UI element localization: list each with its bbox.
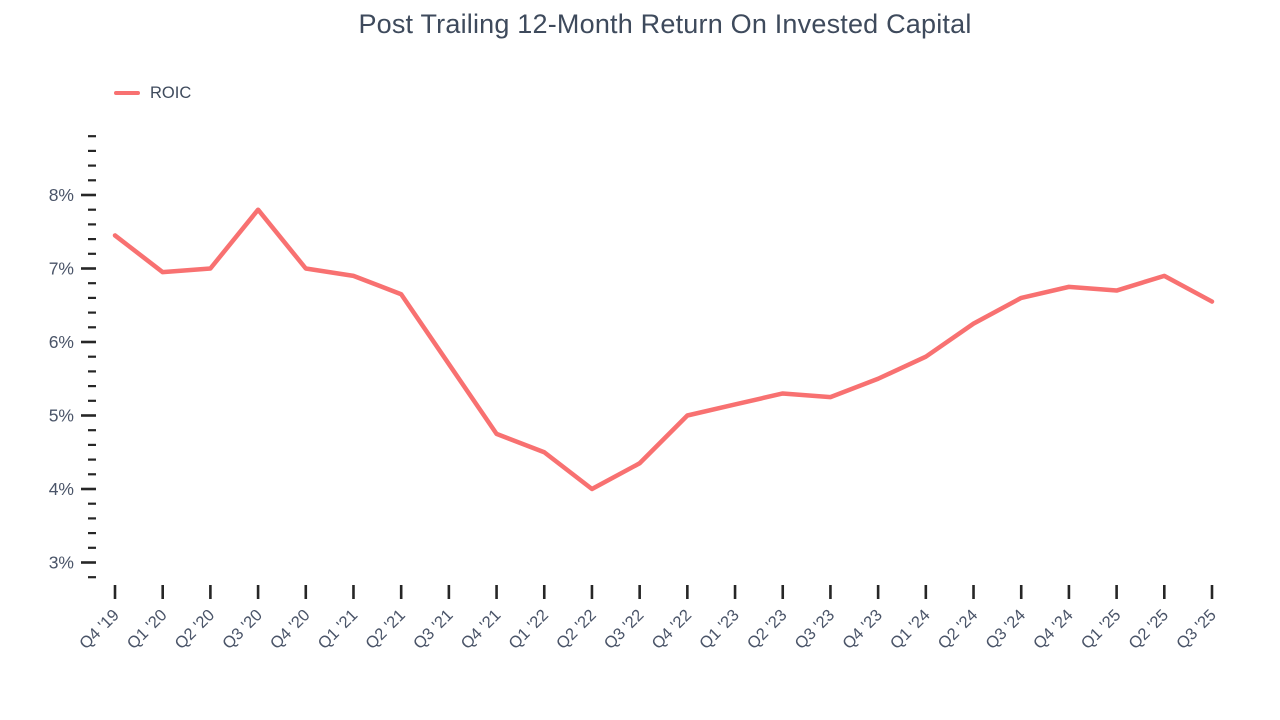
x-axis-tick-label: Q2 '20: [171, 606, 218, 653]
y-axis-tick-label: 4%: [49, 479, 74, 499]
y-axis-tick-label: 7%: [49, 259, 74, 279]
x-axis-tick-label: Q2 '24: [935, 606, 982, 653]
x-axis-tick-label: Q2 '21: [362, 606, 409, 653]
x-axis-tick-label: Q2 '25: [1125, 606, 1172, 653]
x-axis-tick-label: Q1 '24: [887, 606, 934, 653]
x-axis-tick-label: Q4 '23: [839, 606, 886, 653]
x-axis-tick-label: Q3 '25: [1173, 606, 1220, 653]
x-axis-tick-label: Q4 '20: [267, 606, 314, 653]
legend-line-swatch: [114, 91, 140, 95]
x-axis-tick-label: Q4 '24: [1030, 606, 1077, 653]
x-axis-tick-label: Q4 '22: [648, 606, 695, 653]
roic-line: [112, 207, 1215, 492]
x-axis-tick-label: Q1 '20: [124, 606, 171, 653]
x-axis-tick-label: Q2 '22: [553, 606, 600, 653]
legend: ROIC: [114, 84, 191, 102]
x-axis-tick-label: Q3 '24: [982, 606, 1029, 653]
chart-title: Post Trailing 12-Month Return On Investe…: [358, 9, 972, 39]
x-axis-tick-label: Q4 '21: [458, 606, 505, 653]
x-axis-tick-label: Q1 '23: [696, 606, 743, 653]
x-axis-tick-label: Q2 '23: [744, 606, 791, 653]
x-axis-tick-label: Q3 '20: [219, 606, 266, 653]
y-axis-tick-label: 5%: [49, 406, 74, 426]
y-axis-tick-label: 3%: [49, 553, 74, 573]
x-axis-tick-label: Q1 '22: [505, 606, 552, 653]
y-axis-tick-label: 6%: [49, 332, 74, 352]
y-axis-tick-label: 8%: [49, 185, 74, 205]
x-axis-tick-label: Q3 '21: [410, 606, 457, 653]
legend-label: ROIC: [150, 83, 192, 102]
x-axis-tick-label: Q4 '19: [76, 606, 123, 653]
x-axis-tick-label: Q3 '23: [792, 606, 839, 653]
x-axis-tick-label: Q3 '22: [601, 606, 648, 653]
x-axis-tick-label: Q1 '21: [315, 606, 362, 653]
x-axis-tick-label: Q1 '25: [1078, 606, 1125, 653]
